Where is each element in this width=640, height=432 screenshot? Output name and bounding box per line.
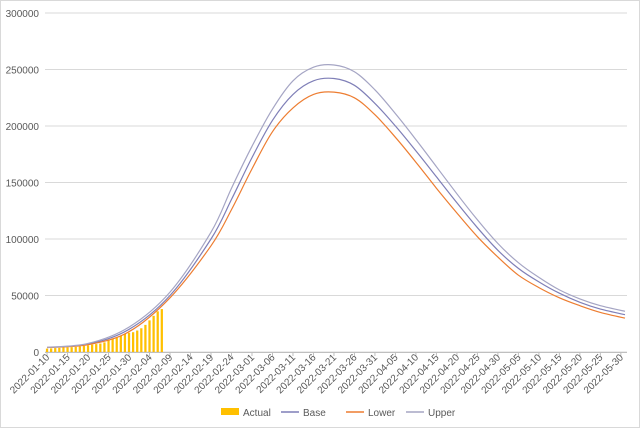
actual-bar [107, 339, 110, 352]
actual-bar [58, 347, 61, 352]
series-line-base [46, 77, 626, 349]
actual-bar [86, 345, 90, 352]
x-axis-tick-labels: 2022-01-102022-01-152022-01-202022-01-25… [8, 352, 626, 396]
legend-item-upper: Upper [406, 408, 456, 419]
actual-bar [91, 344, 94, 352]
actual-bar [127, 332, 131, 352]
series-line-upper [46, 64, 626, 348]
y-tick-label: 250000 [6, 66, 40, 77]
actual-bar [156, 311, 159, 352]
actual-bar [103, 342, 106, 352]
actual-bar [123, 333, 127, 352]
legend-label: Actual [243, 408, 271, 419]
actual-bar [136, 330, 139, 352]
legend-label: Base [303, 408, 326, 419]
legend-item-actual: Actual [221, 408, 271, 419]
actual-bar [160, 309, 163, 352]
legend-item-base: Base [281, 408, 326, 419]
y-tick-label: 150000 [6, 179, 40, 190]
actual-bar [62, 347, 65, 352]
y-tick-label: 200000 [6, 122, 40, 133]
actual-bar [45, 348, 49, 352]
y-tick-label: 100000 [6, 235, 40, 246]
legend-swatch [221, 408, 239, 415]
actual-bar [70, 347, 73, 352]
actual-bar [74, 346, 77, 352]
series-lines [46, 64, 626, 349]
actual-bar [140, 328, 143, 352]
actual-bar [78, 346, 81, 352]
y-tick-label: 300000 [6, 9, 40, 20]
legend-item-lower: Lower [346, 408, 396, 419]
gridlines [45, 12, 627, 353]
y-tick-label: 0 [33, 348, 39, 359]
y-tick-label: 50000 [11, 292, 39, 303]
actual-bar [144, 324, 147, 352]
legend-label: Upper [428, 408, 456, 419]
actual-bar [148, 320, 151, 352]
actual-bar [99, 343, 102, 352]
actual-bar [152, 315, 155, 352]
legend: Actual Base Lower Upper [221, 408, 456, 419]
actual-bars [45, 309, 163, 352]
actual-bar [82, 345, 86, 352]
x-axis [45, 352, 627, 356]
actual-bar [50, 348, 53, 352]
y-axis-tick-labels: 0 50000 100000 150000 200000 250000 300000 [6, 9, 40, 359]
actual-bar [115, 337, 118, 352]
actual-bar [119, 335, 122, 352]
actual-bar [111, 338, 114, 352]
actual-bar [66, 347, 69, 352]
actual-bar [54, 348, 57, 352]
legend-label: Lower [368, 408, 396, 419]
actual-bar [95, 344, 98, 352]
series-line-lower [46, 91, 626, 349]
actual-bar [131, 332, 135, 352]
